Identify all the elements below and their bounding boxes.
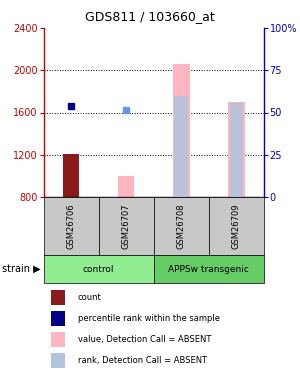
- Text: strain ▶: strain ▶: [2, 264, 40, 274]
- Bar: [44, 255, 154, 283]
- Bar: [154, 197, 209, 255]
- Bar: [228, 102, 245, 197]
- Bar: [173, 64, 190, 197]
- Bar: [230, 103, 243, 197]
- Text: control: control: [83, 265, 114, 274]
- Text: percentile rank within the sample: percentile rank within the sample: [78, 314, 220, 323]
- Text: GDS811 / 103660_at: GDS811 / 103660_at: [85, 10, 215, 24]
- Bar: [63, 154, 79, 197]
- Bar: [51, 332, 64, 347]
- Bar: [51, 290, 64, 305]
- Bar: [154, 255, 264, 283]
- Text: GSM26709: GSM26709: [232, 203, 241, 249]
- Bar: [209, 197, 264, 255]
- Bar: [44, 197, 99, 255]
- Bar: [99, 197, 154, 255]
- Text: GSM26707: GSM26707: [122, 203, 131, 249]
- Text: GSM26706: GSM26706: [67, 203, 76, 249]
- Text: count: count: [78, 293, 102, 302]
- Text: APPSw transgenic: APPSw transgenic: [168, 265, 249, 274]
- Text: rank, Detection Call = ABSENT: rank, Detection Call = ABSENT: [78, 356, 207, 365]
- Bar: [51, 311, 64, 326]
- Bar: [118, 176, 134, 197]
- Text: GSM26708: GSM26708: [177, 203, 186, 249]
- Bar: [174, 96, 188, 197]
- Bar: [51, 353, 64, 368]
- Text: value, Detection Call = ABSENT: value, Detection Call = ABSENT: [78, 335, 211, 344]
